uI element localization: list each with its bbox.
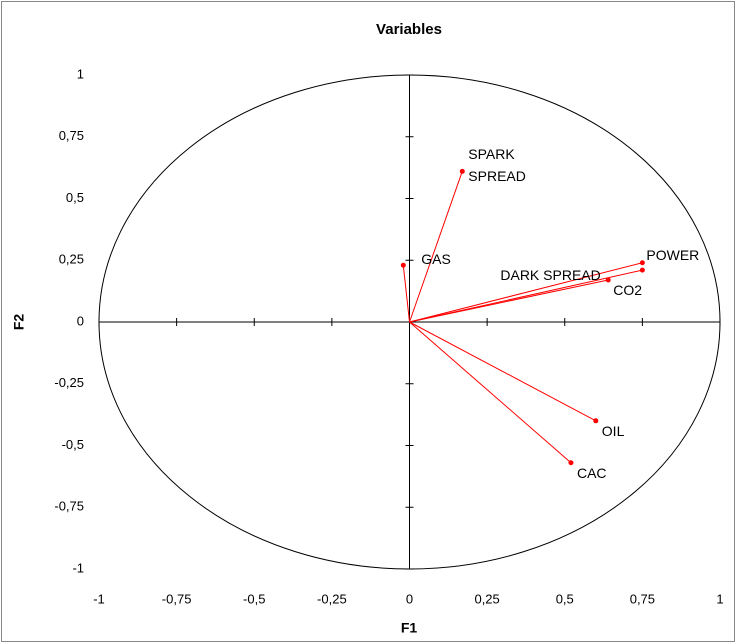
point bbox=[459, 168, 465, 174]
x-tick-label: 0,25 bbox=[474, 591, 499, 606]
y-tick-label: 0,75 bbox=[59, 128, 84, 143]
x-tick-label: 1 bbox=[716, 591, 723, 606]
vector bbox=[409, 262, 643, 323]
point-label-box: CAC bbox=[576, 464, 607, 481]
point bbox=[593, 418, 599, 424]
y-tick-label: 0,25 bbox=[59, 252, 84, 267]
point-label: POWER bbox=[646, 246, 700, 263]
point-label: CAC bbox=[576, 464, 607, 481]
vector bbox=[409, 279, 609, 323]
point-label: SPARK SPREAD bbox=[468, 146, 526, 185]
point-label: GAS bbox=[421, 251, 451, 268]
point bbox=[639, 260, 645, 266]
point-label: CO2 bbox=[613, 282, 643, 298]
y-tick-label: 1 bbox=[77, 66, 84, 81]
x-tick-label: 0,75 bbox=[630, 591, 655, 606]
point-label-box: GAS bbox=[421, 251, 451, 268]
point-label-box: OIL bbox=[601, 422, 625, 439]
point-label-box: POWER bbox=[646, 246, 700, 263]
x-tick-label: 0,5 bbox=[556, 591, 574, 606]
x-axis-label: F1 bbox=[401, 620, 418, 636]
y-tick-label: -0,5 bbox=[62, 437, 84, 452]
point-label: DARK SPREAD bbox=[500, 267, 601, 284]
point bbox=[605, 277, 611, 283]
y-tick-label: -0,25 bbox=[54, 375, 84, 390]
vector bbox=[402, 265, 410, 323]
chart-title: Variables bbox=[376, 21, 442, 38]
point bbox=[639, 267, 645, 273]
point-label: OIL bbox=[601, 422, 625, 439]
point-label-box: SPARK SPREAD bbox=[468, 146, 526, 185]
point-label-box: DARK SPREAD bbox=[500, 267, 601, 284]
y-axis-label: F2 bbox=[11, 314, 27, 331]
vector bbox=[409, 171, 463, 323]
x-tick-label: -0,5 bbox=[243, 591, 265, 606]
point-label-box: CO2 bbox=[613, 282, 643, 298]
y-tick-label: -1 bbox=[72, 560, 84, 575]
vector bbox=[409, 321, 597, 422]
vector bbox=[409, 321, 572, 464]
x-tick-label: -0,75 bbox=[162, 591, 192, 606]
y-tick-label: 0 bbox=[77, 313, 84, 328]
x-tick-label: -0,25 bbox=[317, 591, 347, 606]
x-tick-label: -1 bbox=[93, 591, 105, 606]
x-tick-label: 0 bbox=[406, 591, 413, 606]
point bbox=[568, 460, 574, 466]
y-tick-label: -0,75 bbox=[54, 499, 84, 514]
point bbox=[400, 262, 406, 268]
y-tick-label: 0,5 bbox=[66, 190, 84, 205]
